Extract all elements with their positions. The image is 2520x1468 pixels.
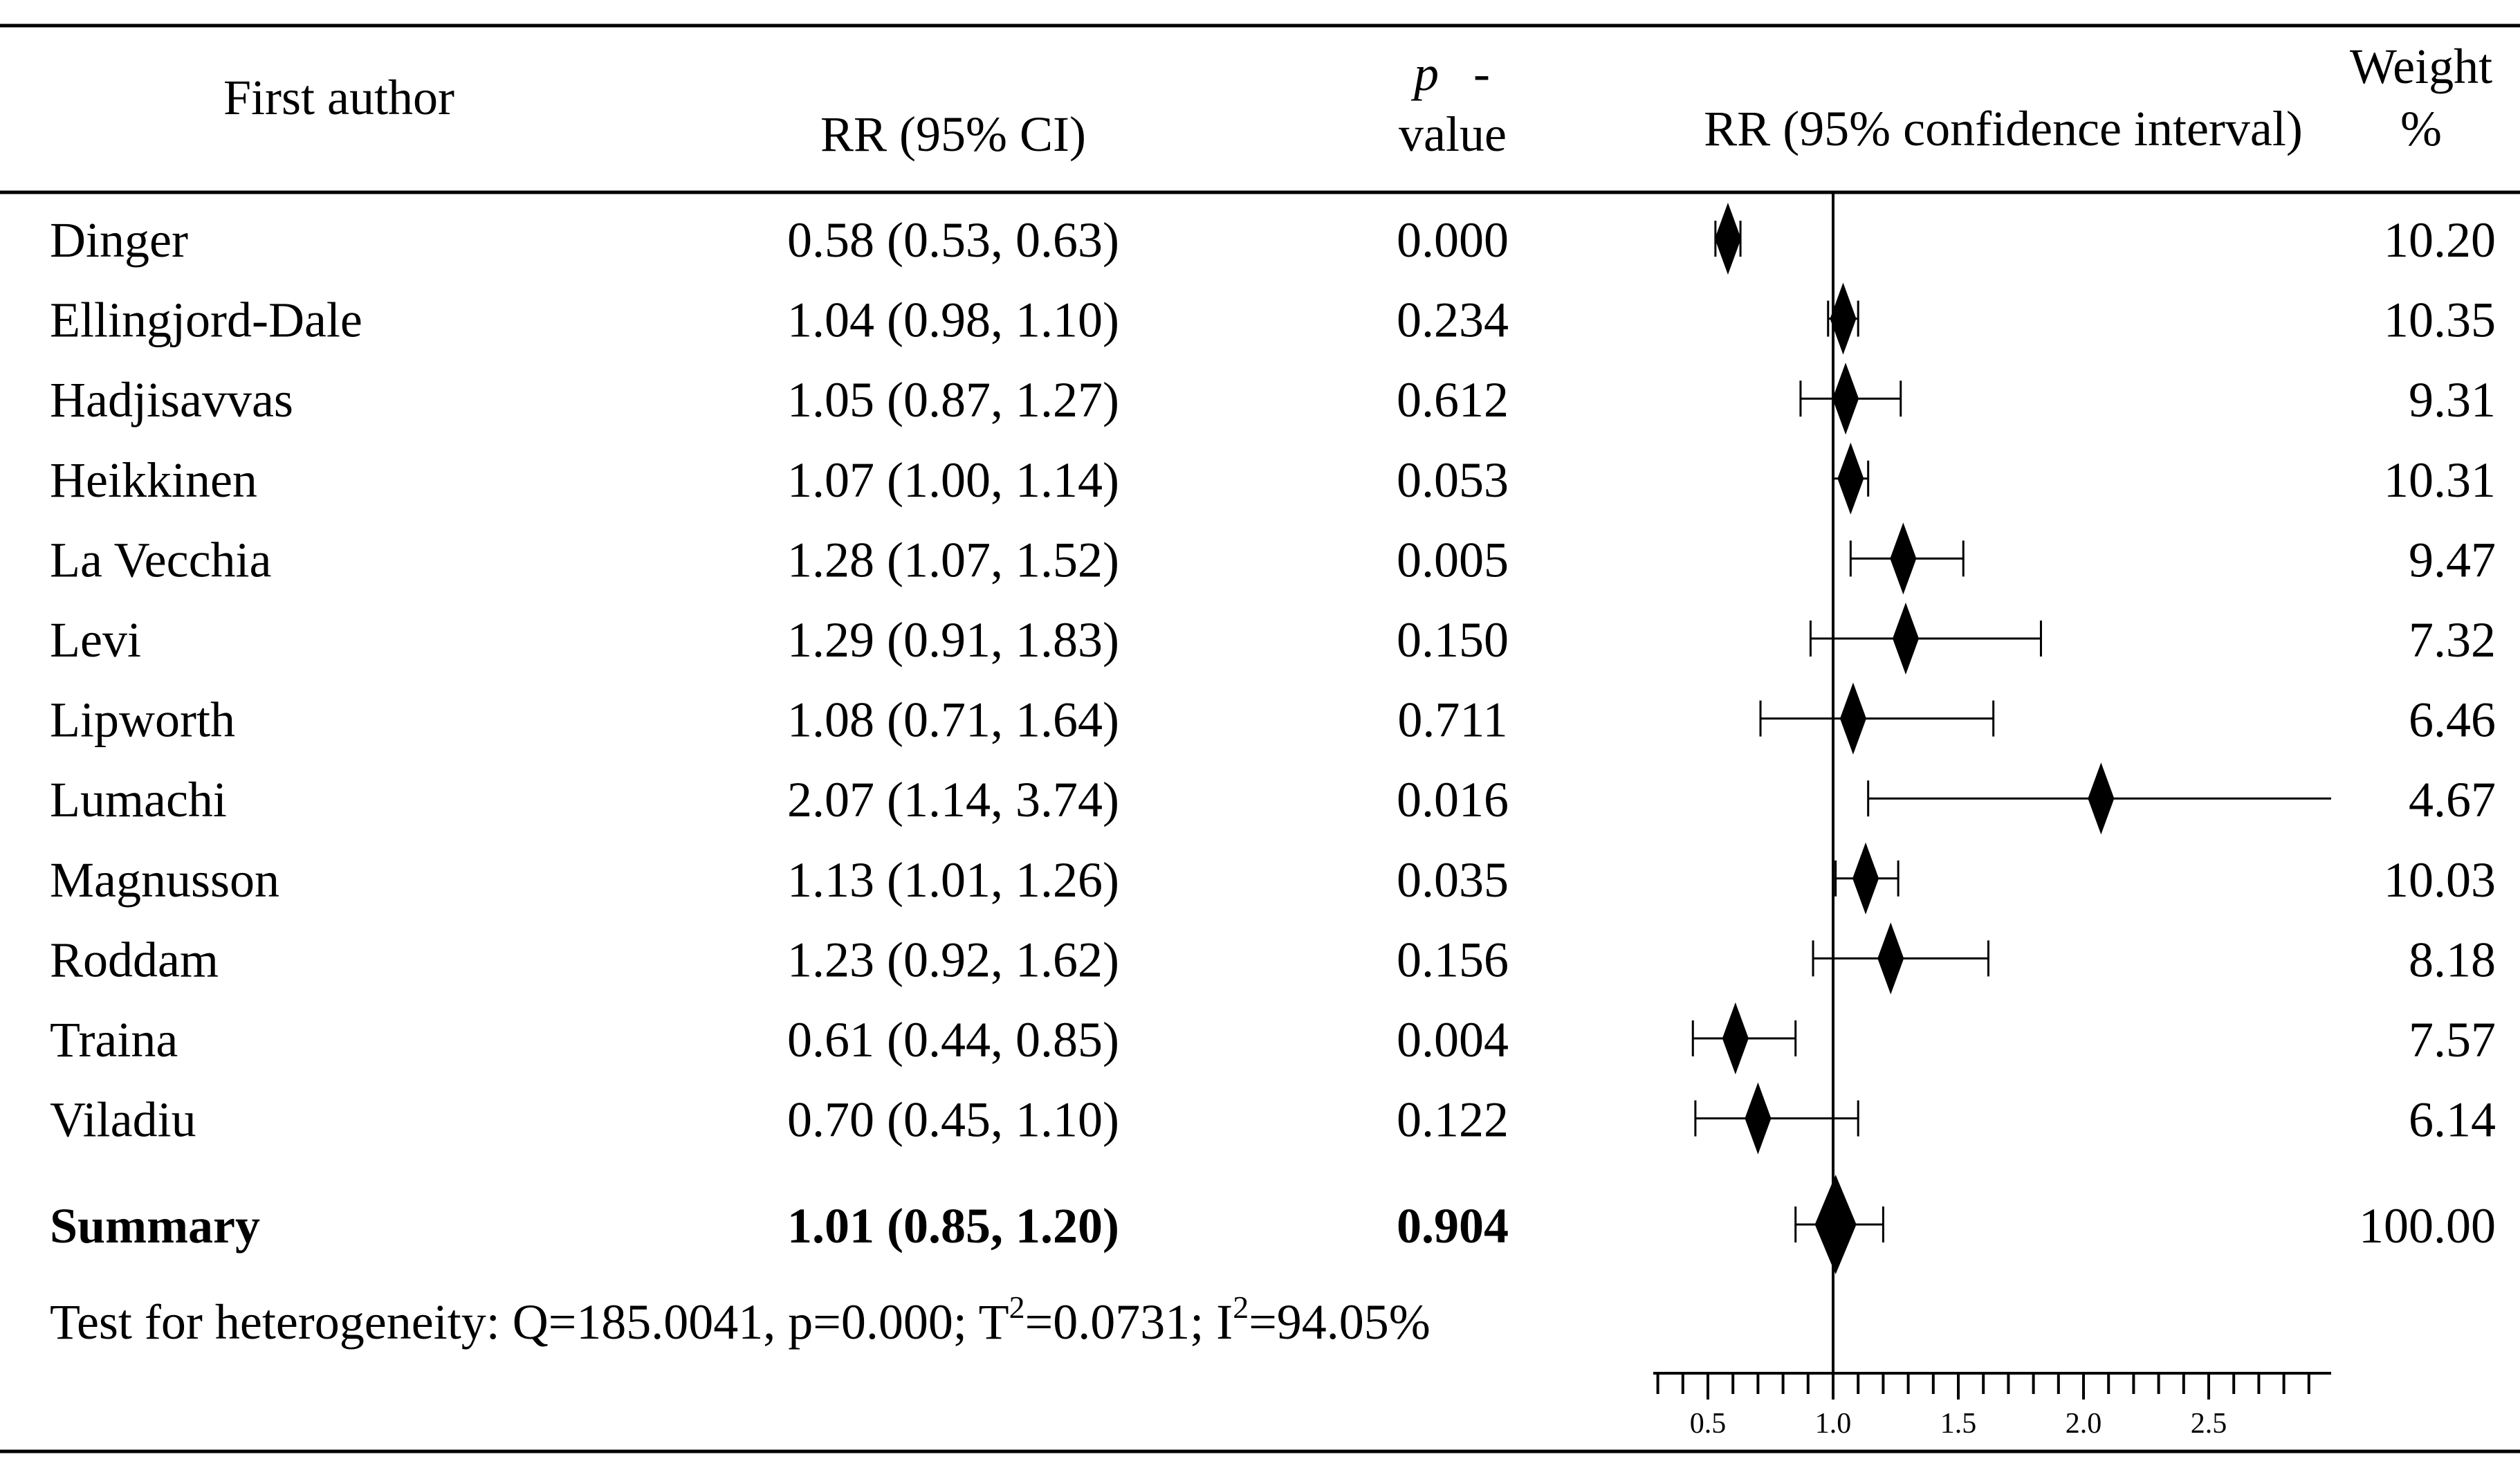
study-1-weight: 10.35 (2384, 293, 2496, 348)
study-5-author: Levi (50, 612, 141, 668)
study-7-diamond (2088, 762, 2115, 835)
summary-author: Summary (50, 1198, 260, 1254)
study-6-rr-ci: 1.08 (0.71, 1.64) (787, 692, 1119, 748)
study-9-p-value: 0.156 (1397, 932, 1509, 987)
study-2-rr-ci: 1.05 (0.87, 1.27) (787, 372, 1119, 428)
header-rr-ci: RR (95% CI) (820, 107, 1086, 162)
study-2-diamond (1832, 363, 1859, 435)
header-weight-percent: % (2400, 101, 2442, 156)
header-weight: Weight (2350, 39, 2492, 94)
header-p-symbol: p (1410, 46, 1439, 101)
study-11-author: Viladiu (50, 1092, 196, 1148)
study-0-rr-ci: 0.58 (0.53, 0.63) (787, 212, 1119, 268)
study-9-rr-ci: 1.23 (0.92, 1.62) (787, 932, 1119, 987)
study-1-author: Ellingjord-Dale (50, 293, 362, 348)
study-5-diamond (1892, 603, 1919, 675)
summary-p-value: 0.904 (1397, 1198, 1509, 1254)
study-0-weight: 10.20 (2384, 212, 2496, 268)
header-p-value: value (1399, 107, 1507, 162)
study-8-p-value: 0.035 (1397, 852, 1509, 908)
heterogeneity-sup-i: 2 (1233, 1290, 1249, 1325)
study-3-weight: 10.31 (2384, 452, 2496, 508)
heterogeneity-note: Test for heterogeneity: Q=185.0041, p=0.… (50, 1290, 1431, 1350)
study-11-p-value: 0.122 (1397, 1092, 1509, 1148)
x-tick-label: 0.5 (1690, 1408, 1727, 1440)
study-9-author: Roddam (50, 932, 219, 987)
study-2-author: Hadjisavvas (50, 372, 293, 428)
x-tick-label: 1.0 (1815, 1408, 1852, 1440)
study-3-p-value: 0.053 (1397, 452, 1509, 508)
study-1-diamond (1830, 282, 1857, 355)
study-3-author: Heikkinen (50, 452, 257, 508)
study-0-author: Dinger (50, 212, 188, 268)
study-7-weight: 4.67 (2409, 772, 2496, 827)
study-0-diamond (1714, 203, 1741, 275)
study-11-rr-ci: 0.70 (0.45, 1.10) (787, 1092, 1119, 1148)
study-1-rr-ci: 1.04 (0.98, 1.10) (787, 293, 1119, 348)
x-tick-label: 1.5 (1940, 1408, 1977, 1440)
study-7-rr-ci: 2.07 (1.14, 3.74) (787, 772, 1119, 827)
study-5-p-value: 0.150 (1397, 612, 1509, 668)
study-10-author: Traina (50, 1012, 178, 1067)
study-10-diamond (1722, 1002, 1749, 1074)
study-6-weight: 6.46 (2409, 692, 2496, 748)
heterogeneity-prefix: Test for heterogeneity: Q=185.0041, p=0.… (50, 1294, 1009, 1350)
study-4-rr-ci: 1.28 (1.07, 1.52) (787, 532, 1119, 587)
study-10-rr-ci: 0.61 (0.44, 0.85) (787, 1012, 1119, 1067)
study-9-diamond (1877, 922, 1904, 995)
study-4-diamond (1890, 522, 1917, 595)
study-6-author: Lipworth (50, 692, 235, 748)
header-plot-title: RR (95% confidence interval) (1704, 101, 2303, 156)
header-p-dash: - (1473, 46, 1490, 101)
study-rows: Dinger 0.58 (0.53, 0.63) 0.000 10.20 Ellingj… (50, 212, 2496, 1254)
study-4-weight: 9.47 (2409, 532, 2496, 587)
summary-diamond (1814, 1175, 1857, 1274)
study-0-p-value: 0.000 (1397, 212, 1509, 268)
study-11-diamond (1745, 1082, 1772, 1155)
summary-rr-ci: 1.01 (0.85, 1.20) (787, 1198, 1119, 1254)
study-4-p-value: 0.005 (1397, 532, 1509, 587)
study-2-weight: 9.31 (2409, 372, 2496, 428)
study-1-p-value: 0.234 (1397, 293, 1509, 348)
study-2-p-value: 0.612 (1397, 372, 1509, 428)
study-6-diamond (1839, 682, 1866, 755)
heterogeneity-middle: =0.0731; I (1025, 1294, 1233, 1350)
study-3-rr-ci: 1.07 (1.00, 1.14) (787, 452, 1119, 508)
study-8-rr-ci: 1.13 (1.01, 1.26) (787, 852, 1119, 908)
study-6-p-value: 0.711 (1397, 692, 1507, 748)
study-7-p-value: 0.016 (1397, 772, 1509, 827)
x-tick-label: 2.0 (2066, 1408, 2102, 1440)
study-5-weight: 7.32 (2409, 612, 2496, 668)
heterogeneity-sup-t: 2 (1009, 1290, 1025, 1325)
study-5-rr-ci: 1.29 (0.91, 1.83) (787, 612, 1119, 668)
study-8-weight: 10.03 (2384, 852, 2496, 908)
study-10-p-value: 0.004 (1397, 1012, 1509, 1067)
study-8-diamond (1852, 842, 1879, 915)
heterogeneity-suffix: =94.05% (1249, 1294, 1431, 1350)
study-9-weight: 8.18 (2409, 932, 2496, 987)
study-4-author: La Vecchia (50, 532, 271, 587)
x-tick-label: 2.5 (2191, 1408, 2227, 1440)
header-first-author: First author (223, 70, 454, 125)
plot-area: 0.5 1.0 1.5 2.0 2.5 (1653, 194, 2331, 1440)
summary-weight: 100.00 (2359, 1198, 2496, 1254)
study-10-weight: 7.57 (2409, 1012, 2496, 1067)
study-11-weight: 6.14 (2409, 1092, 2496, 1148)
study-3-diamond (1837, 442, 1864, 515)
study-8-author: Magnusson (50, 852, 279, 908)
study-7-author: Lumachi (50, 772, 227, 827)
